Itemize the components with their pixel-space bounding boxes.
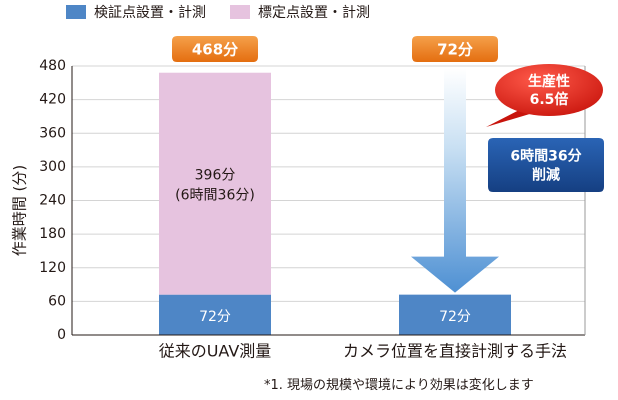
y-tick-label-120: 120 <box>39 260 66 276</box>
reduction-box <box>488 138 604 192</box>
y-tick-label-180: 180 <box>39 226 66 242</box>
y-tick-label-480: 480 <box>39 58 66 74</box>
x-category-label-2: カメラ位置を直接計測する手法 <box>343 342 567 361</box>
y-tick-label-240: 240 <box>39 193 66 209</box>
bar-label-2-1-line-1: 396分 <box>195 168 236 184</box>
bar-label-1-1-line-1: 72分 <box>199 309 231 325</box>
legend: 検証点設置・計測 標定点設置・計測 <box>66 2 370 22</box>
y-axis-title: 作業時間 (分) <box>11 165 29 256</box>
reduction-label-line-2: 削減 <box>532 167 560 184</box>
axes: 0 60 120 180 240 300 360 420 480 作業時間 (分) 従来のUAV測量… <box>11 58 586 361</box>
y-tick-label-420: 420 <box>39 92 66 108</box>
legend-swatch-gcp <box>230 5 250 19</box>
bar-gcp-1 <box>159 72 271 295</box>
legend-label-verification: 検証点設置・計測 <box>94 5 206 21</box>
total-badge-2 <box>412 36 498 62</box>
bar-label-1-2-line-1: 72分 <box>439 309 471 325</box>
y-tick-label-60: 60 <box>48 293 66 309</box>
reduction-arrow <box>411 68 499 293</box>
bar-label-2-1-line-2: (6時間36分) <box>175 188 255 204</box>
total-badge-1 <box>172 36 258 62</box>
legend-swatch-verification <box>66 5 86 19</box>
productivity-label-line-2: 6.5倍 <box>530 91 569 108</box>
legend-label-gcp: 標定点設置・計測 <box>258 5 370 21</box>
productivity-label-line-1: 生産性 <box>528 73 570 90</box>
y-tick-label-0: 0 <box>57 327 66 343</box>
y-tick-label-360: 360 <box>39 125 66 141</box>
bar-verification-2 <box>399 294 511 335</box>
reduction-label-line-1: 6時間36分 <box>510 148 581 165</box>
y-tick-label-300: 300 <box>39 159 66 175</box>
total-label-1: 468分 <box>192 41 238 59</box>
legend-item-gcp: 標定点設置・計測 <box>230 2 370 22</box>
legend-item-verification: 検証点設置・計測 <box>66 2 206 22</box>
bar-verification-1 <box>159 294 271 335</box>
total-label-2: 72分 <box>437 41 473 59</box>
footnote: *1. 現場の規模や環境により効果は変化します <box>264 378 534 393</box>
productivity-callout <box>495 64 603 116</box>
bars: 72分 396分 (6時間36分) 72分 <box>159 72 511 335</box>
x-category-label-1: 従来のUAV測量 <box>159 342 272 361</box>
arrow-shape <box>411 68 499 293</box>
